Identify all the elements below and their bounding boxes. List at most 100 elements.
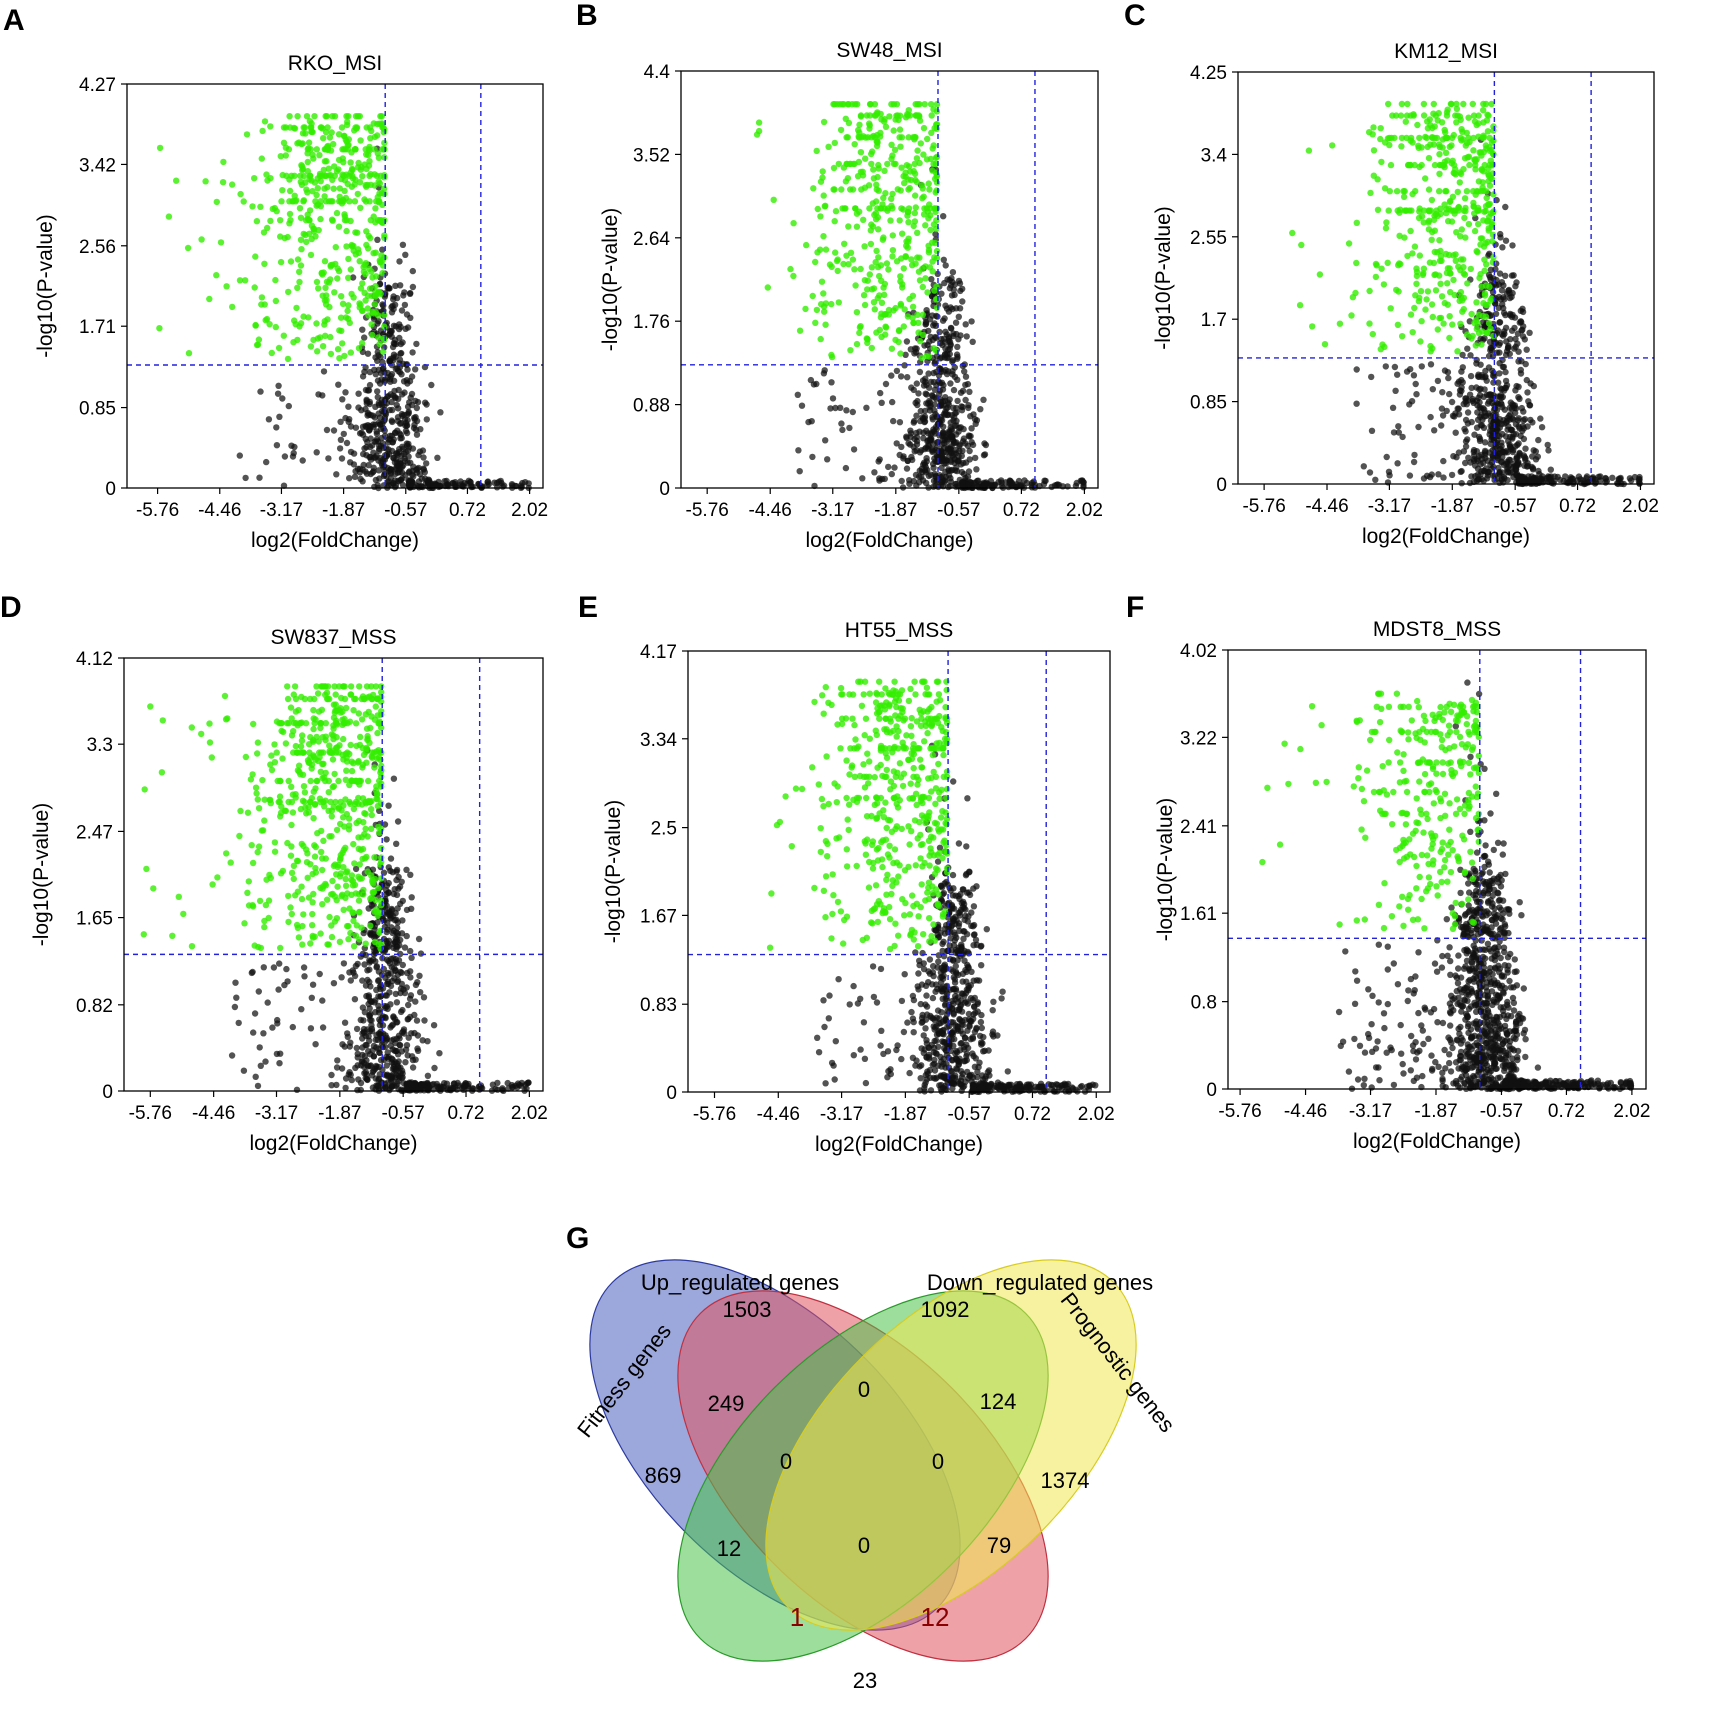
data-point	[257, 388, 264, 395]
data-point	[790, 272, 797, 280]
data-point	[373, 428, 380, 435]
data-point	[905, 235, 912, 242]
data-point	[413, 1017, 421, 1024]
data-point	[1481, 256, 1488, 263]
data-point	[299, 166, 306, 174]
data-point	[318, 706, 326, 713]
data-point	[941, 351, 949, 359]
data-point	[353, 125, 360, 132]
data-point	[933, 458, 941, 465]
data-point	[373, 963, 381, 970]
data-point	[1428, 196, 1436, 204]
data-point	[313, 733, 320, 741]
data-point	[345, 936, 352, 943]
data-point	[933, 296, 941, 303]
data-point	[930, 369, 937, 377]
data-point	[817, 335, 824, 343]
data-point	[365, 992, 372, 999]
data-point	[1415, 423, 1422, 431]
data-point	[323, 113, 330, 120]
data-point	[1512, 465, 1520, 473]
data-point	[275, 986, 282, 993]
data-point	[321, 321, 328, 328]
data-point	[1489, 209, 1497, 217]
significant-points	[156, 113, 388, 363]
data-point	[359, 326, 366, 333]
data-point	[348, 243, 356, 250]
data-point	[1471, 452, 1478, 459]
data-point	[421, 469, 428, 476]
y-tick-label: 3.52	[633, 145, 670, 166]
data-point	[351, 881, 359, 889]
data-point	[924, 466, 931, 474]
data-point	[924, 289, 931, 296]
data-point	[188, 943, 196, 950]
data-point	[288, 821, 295, 829]
data-point	[397, 323, 404, 331]
data-point	[398, 1048, 405, 1055]
plot-title: SW837_MSS	[270, 626, 396, 649]
data-point	[1482, 465, 1490, 472]
data-point	[424, 1072, 432, 1080]
data-point	[302, 720, 310, 727]
data-point	[271, 848, 279, 855]
data-point	[309, 899, 316, 906]
data-point	[1457, 320, 1464, 327]
data-point	[342, 389, 349, 396]
data-point	[901, 362, 908, 369]
data-point	[459, 1084, 466, 1092]
data-point	[402, 1059, 409, 1066]
data-point	[307, 1025, 315, 1032]
data-point	[328, 1082, 335, 1089]
data-point	[311, 853, 319, 860]
data-point	[281, 453, 289, 460]
data-point	[873, 186, 880, 193]
data-point	[981, 451, 989, 458]
data-point	[345, 403, 352, 410]
data-point	[291, 125, 299, 132]
data-point	[222, 716, 230, 723]
x-tick-label: -0.57	[384, 500, 427, 521]
data-point	[901, 306, 908, 313]
data-point	[338, 455, 346, 462]
data-point	[887, 217, 894, 224]
data-point	[933, 125, 940, 132]
data-point	[333, 915, 341, 922]
data-point	[363, 165, 370, 173]
data-point	[1407, 366, 1414, 373]
data-point	[366, 285, 374, 292]
data-point	[271, 741, 278, 748]
data-point	[916, 337, 924, 345]
data-point	[350, 917, 357, 925]
data-point	[922, 263, 929, 270]
data-point	[372, 249, 379, 256]
data-point	[385, 802, 392, 809]
data-point	[982, 441, 990, 449]
data-point	[947, 424, 954, 431]
data-point	[1425, 207, 1433, 214]
data-point	[391, 301, 399, 308]
data-point	[867, 101, 874, 108]
data-point	[835, 160, 842, 168]
data-point	[1437, 247, 1444, 255]
data-point	[931, 407, 938, 414]
data-point	[1418, 318, 1425, 325]
data-point	[1353, 366, 1360, 373]
data-point	[318, 269, 325, 277]
data-point	[229, 303, 236, 311]
data-point	[319, 125, 326, 132]
data-point	[522, 1081, 529, 1089]
data-point	[288, 869, 296, 877]
data-point	[1462, 428, 1469, 435]
data-point	[223, 850, 230, 857]
data-point	[901, 179, 908, 187]
data-point	[349, 274, 357, 281]
data-point	[275, 344, 283, 352]
data-point	[883, 260, 891, 267]
data-point	[353, 742, 360, 750]
data-point	[397, 1008, 405, 1016]
data-point	[339, 300, 347, 307]
data-point	[1382, 224, 1390, 232]
data-point	[312, 864, 319, 872]
data-point	[838, 420, 845, 427]
